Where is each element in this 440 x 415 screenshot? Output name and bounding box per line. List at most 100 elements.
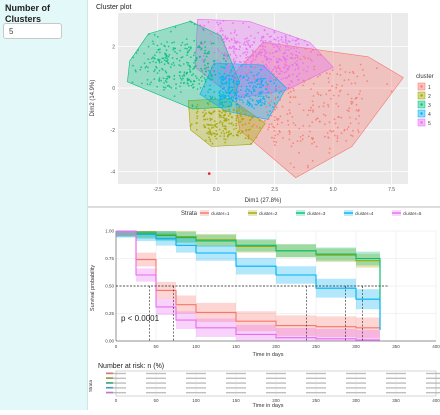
cluster-1-point xyxy=(292,96,295,98)
cluster-2-point xyxy=(232,134,235,137)
cluster-4-point xyxy=(246,99,249,102)
cluster-3-point xyxy=(176,57,178,60)
cluster-5-point xyxy=(237,65,240,68)
cluster-2-point xyxy=(223,114,226,117)
cluster-1-point xyxy=(337,116,339,118)
cluster-4-point xyxy=(221,83,224,86)
cluster-3-point xyxy=(183,71,186,74)
cluster-3-point xyxy=(205,67,207,69)
cluster-1-point xyxy=(350,100,352,103)
cluster-2-point xyxy=(219,120,222,123)
cluster-4-point xyxy=(261,91,264,93)
cluster-3-point xyxy=(173,74,176,77)
cluster-3-point xyxy=(199,46,201,49)
cluster-2-point xyxy=(244,123,247,125)
cluster-2-point xyxy=(228,122,231,125)
cluster-5-point xyxy=(244,38,247,40)
cluster-3-point xyxy=(193,62,195,64)
cluster-5-point xyxy=(268,35,271,38)
cluster-5-point xyxy=(233,32,236,34)
cluster-1-point xyxy=(312,109,314,111)
cluster-5-point xyxy=(288,65,290,67)
cluster-5-point xyxy=(252,58,255,60)
cluster-1-point xyxy=(327,105,330,108)
cluster-3-point xyxy=(157,48,160,51)
cluster-1-point xyxy=(319,74,321,76)
cluster-1-point xyxy=(298,103,301,106)
cluster-2-point xyxy=(233,109,235,112)
cluster-2-point xyxy=(213,110,216,113)
clusters-input[interactable] xyxy=(3,23,62,39)
cluster-3-point xyxy=(167,55,170,58)
charts-svg: Cluster plot -2.5 0.0 2.5 5.0 7.5 2 0 -2 -4 Dim1… xyxy=(88,4,440,409)
cluster-1-point xyxy=(357,122,360,125)
cluster-1-point xyxy=(310,106,312,109)
cluster-1-point xyxy=(253,78,256,80)
cluster-3-point xyxy=(178,59,181,62)
cluster-5-point xyxy=(258,45,261,48)
cluster-2-point xyxy=(235,114,238,117)
cluster-4-point xyxy=(240,85,243,88)
cluster-5-point xyxy=(268,67,271,70)
cluster-5-point xyxy=(247,39,250,42)
cluster-1-point xyxy=(289,96,292,98)
cluster-2-point xyxy=(206,123,209,126)
cluster-x-tick: 5.0 xyxy=(330,187,337,193)
cluster-5-point xyxy=(285,64,288,67)
cluster-5-point xyxy=(221,29,224,32)
cluster-2-point xyxy=(235,109,238,112)
cluster-3-point xyxy=(178,74,181,77)
cluster-4-point xyxy=(214,97,216,100)
cluster-5-point xyxy=(256,75,259,78)
cluster-5-point xyxy=(261,45,264,47)
cluster-1-point xyxy=(272,125,274,128)
survival-legend-band-3 xyxy=(296,210,305,216)
cluster-4-point xyxy=(235,103,238,106)
cluster-1-point xyxy=(254,66,257,68)
cluster-3-point xyxy=(155,65,157,68)
cluster-1-point xyxy=(350,134,352,137)
cluster-5-point xyxy=(223,52,226,54)
cluster-3-point xyxy=(173,78,176,81)
cluster-4-point xyxy=(238,82,241,85)
cluster-4-point xyxy=(220,65,223,68)
cluster-1-point xyxy=(313,68,316,71)
cluster-5-point xyxy=(287,49,290,51)
cluster-5-point xyxy=(296,60,299,62)
cluster-3-point xyxy=(193,51,196,54)
cluster-4-point xyxy=(218,72,221,75)
cluster-1-point xyxy=(312,95,315,97)
cluster-3-point xyxy=(135,52,138,54)
cluster-5-point xyxy=(233,87,236,90)
cluster-3-point xyxy=(161,57,164,60)
cluster-1-point xyxy=(273,126,276,129)
cluster-1-point xyxy=(309,109,312,112)
cluster-5-point xyxy=(269,72,271,74)
survival-band-1 xyxy=(116,231,380,339)
cluster-3-point xyxy=(184,44,187,46)
cluster-3-point xyxy=(131,81,134,84)
cluster-3-point xyxy=(175,87,177,90)
cluster-4-point xyxy=(265,88,268,91)
cluster-3-point xyxy=(187,62,190,64)
cluster-3-point xyxy=(162,86,165,88)
cluster-2-point xyxy=(204,125,206,128)
cluster-3-point xyxy=(137,49,139,52)
cluster-5-point xyxy=(291,81,293,84)
cluster-5-point xyxy=(225,53,228,55)
cluster-3-point xyxy=(207,77,210,80)
cluster-2-point xyxy=(227,108,230,111)
cluster-5-point xyxy=(307,66,310,68)
cluster-1-point xyxy=(312,111,314,113)
cluster-4-point xyxy=(254,94,257,97)
cluster-5-point xyxy=(285,36,287,39)
cluster-3-point xyxy=(164,70,167,73)
cluster-3-point xyxy=(198,45,200,47)
cluster-2-point xyxy=(225,110,228,113)
cluster-4-point xyxy=(236,83,239,86)
survival-x-tick: 150 xyxy=(232,344,240,349)
cluster-5-point xyxy=(297,78,300,81)
cluster-2-point xyxy=(241,124,244,126)
cluster-2-point xyxy=(216,122,218,125)
cluster-5-point xyxy=(274,65,276,68)
